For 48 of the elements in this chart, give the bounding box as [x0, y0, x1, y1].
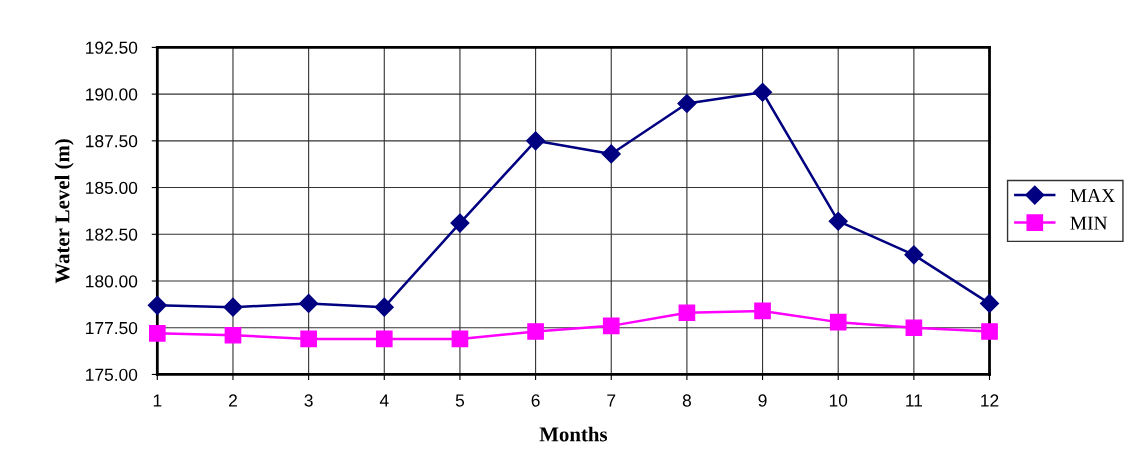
- point: [223, 297, 243, 317]
- point: [829, 313, 847, 331]
- y-tick-label: 187.50: [86, 135, 138, 148]
- x-tick-label: 5: [455, 394, 465, 407]
- point: [602, 317, 620, 335]
- x-tick-label: 10: [829, 394, 848, 407]
- y-tick-label: 177.50: [86, 321, 138, 335]
- point: [601, 144, 621, 164]
- point: [904, 245, 924, 265]
- y-tick-label: 175.00: [86, 368, 138, 381]
- legend-label: MAX: [1070, 189, 1115, 202]
- y-axis-title: Water Level (m): [54, 139, 74, 284]
- point: [148, 325, 166, 342]
- point: [147, 295, 167, 315]
- y-tick-label: 182.50: [86, 228, 138, 241]
- point: [753, 82, 773, 102]
- point: [754, 302, 771, 320]
- x-axis-title: Months: [539, 426, 608, 442]
- point: [374, 297, 394, 317]
- y-tick-label: 180.00: [86, 275, 138, 288]
- x-tick-label: 3: [304, 394, 313, 407]
- x-tick-label: 8: [682, 394, 691, 407]
- x-tick-label: 9: [758, 394, 767, 407]
- x-tick-label: 7: [607, 394, 616, 407]
- point: [979, 293, 1000, 313]
- y-tick-label: 192.50: [86, 41, 138, 54]
- point: [828, 211, 848, 231]
- point: [678, 304, 696, 322]
- point: [299, 293, 319, 313]
- point: [981, 323, 998, 340]
- point: [905, 319, 923, 337]
- x-tick-label: 6: [531, 394, 540, 407]
- x-tick-label: 2: [229, 394, 237, 407]
- x-tick-label: 1: [153, 394, 162, 407]
- legend-label: MIN: [1070, 216, 1108, 230]
- point: [527, 323, 544, 340]
- point: [375, 330, 393, 348]
- x-tick-label: 12: [981, 394, 999, 407]
- point: [451, 330, 469, 348]
- y-tick-label: 190.00: [86, 88, 138, 101]
- x-tick-label: 11: [906, 394, 923, 407]
- point: [526, 131, 546, 151]
- point: [450, 213, 470, 233]
- point: [677, 93, 697, 114]
- y-tick-label: 185.00: [86, 181, 138, 195]
- point: [300, 330, 317, 348]
- x-tick-label: 4: [379, 394, 389, 407]
- point: [224, 326, 242, 344]
